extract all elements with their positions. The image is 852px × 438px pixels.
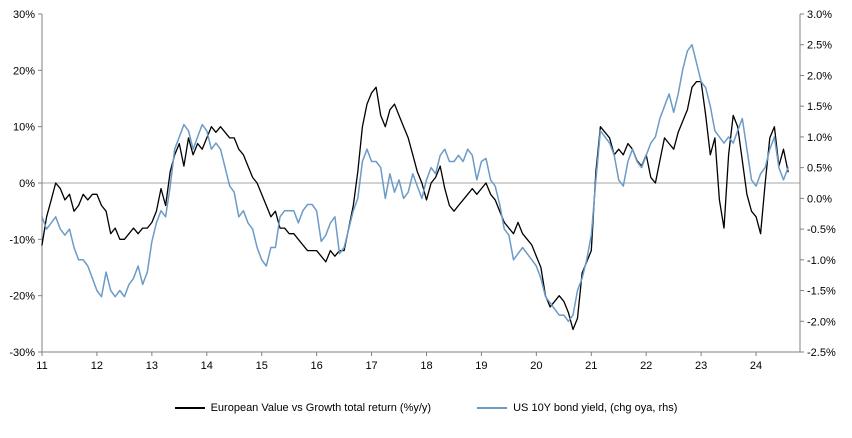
x-axis-tick-label: 13 <box>146 360 158 372</box>
right-axis-tick-label: -0.5% <box>807 224 836 236</box>
x-axis-tick-label: 17 <box>365 360 377 372</box>
series-line-0 <box>41 80 789 331</box>
x-axis-tick-label: 21 <box>585 360 597 372</box>
right-axis-tick-label: -1.0% <box>807 255 836 267</box>
right-axis-tick-label: -2.0% <box>807 316 836 328</box>
legend-label-us10y: US 10Y bond yield, (chg oya, rhs) <box>513 402 678 414</box>
x-axis-tick-label: 15 <box>256 360 268 372</box>
right-axis-tick-label: 0.0% <box>807 193 832 205</box>
series-line-1 <box>41 43 789 323</box>
x-axis-tick-label: 11 <box>36 360 47 372</box>
right-axis-tick-label: -1.5% <box>807 286 836 298</box>
x-axis-tick-label: 22 <box>640 360 652 372</box>
x-axis-tick-label: 12 <box>91 360 103 372</box>
chart-canvas: 30% 20% 10% 0% -10% -20% -30% 3.0% 2.5% 2.0% 1.5% 1… <box>9 9 836 372</box>
x-axis-tick-label: 20 <box>530 360 542 372</box>
axes <box>38 13 804 356</box>
chart-legend: European Value vs Growth total return (%… <box>0 402 852 414</box>
legend-item-us10y: US 10Y bond yield, (chg oya, rhs) <box>477 402 677 414</box>
legend-item-value-growth: European Value vs Growth total return (%… <box>174 402 432 414</box>
legend-label-value-growth: European Value vs Growth total return (%… <box>210 402 432 414</box>
left-axis-tick-label: -20% <box>9 291 35 303</box>
x-axis-tick-label: 19 <box>475 360 487 372</box>
x-axis-tick-label: 23 <box>695 360 707 372</box>
right-axis-tick-label: 3.0% <box>807 9 832 21</box>
x-axis-tick-label: 18 <box>420 360 432 372</box>
right-axis-tick-label: 0.5% <box>807 163 832 175</box>
legend-line-sample-black <box>174 407 205 409</box>
x-axis-tick-label: 14 <box>201 360 213 372</box>
axis-labels: 30% 20% 10% 0% -10% -20% -30% 3.0% 2.5% 2.0% 1.5% 1… <box>9 9 836 372</box>
right-axis-tick-label: -2.5% <box>807 347 836 359</box>
left-axis-tick-label: 10% <box>13 122 35 134</box>
x-axis-tick-label: 16 <box>311 360 323 372</box>
right-axis-tick-label: 1.0% <box>807 132 832 144</box>
legend-line-sample-blue <box>477 407 508 409</box>
left-axis-tick-label: -30% <box>9 347 35 359</box>
left-axis-tick-label: 0% <box>19 178 35 190</box>
left-axis-tick-label: 20% <box>13 65 35 77</box>
x-axis-tick-label: 24 <box>750 360 762 372</box>
left-axis-tick-label: 30% <box>13 9 35 21</box>
left-axis-tick-label: -10% <box>9 234 35 246</box>
right-axis-tick-label: 1.5% <box>807 101 832 113</box>
right-axis-tick-label: 2.5% <box>807 40 832 52</box>
right-axis-tick-label: 2.0% <box>807 70 832 82</box>
